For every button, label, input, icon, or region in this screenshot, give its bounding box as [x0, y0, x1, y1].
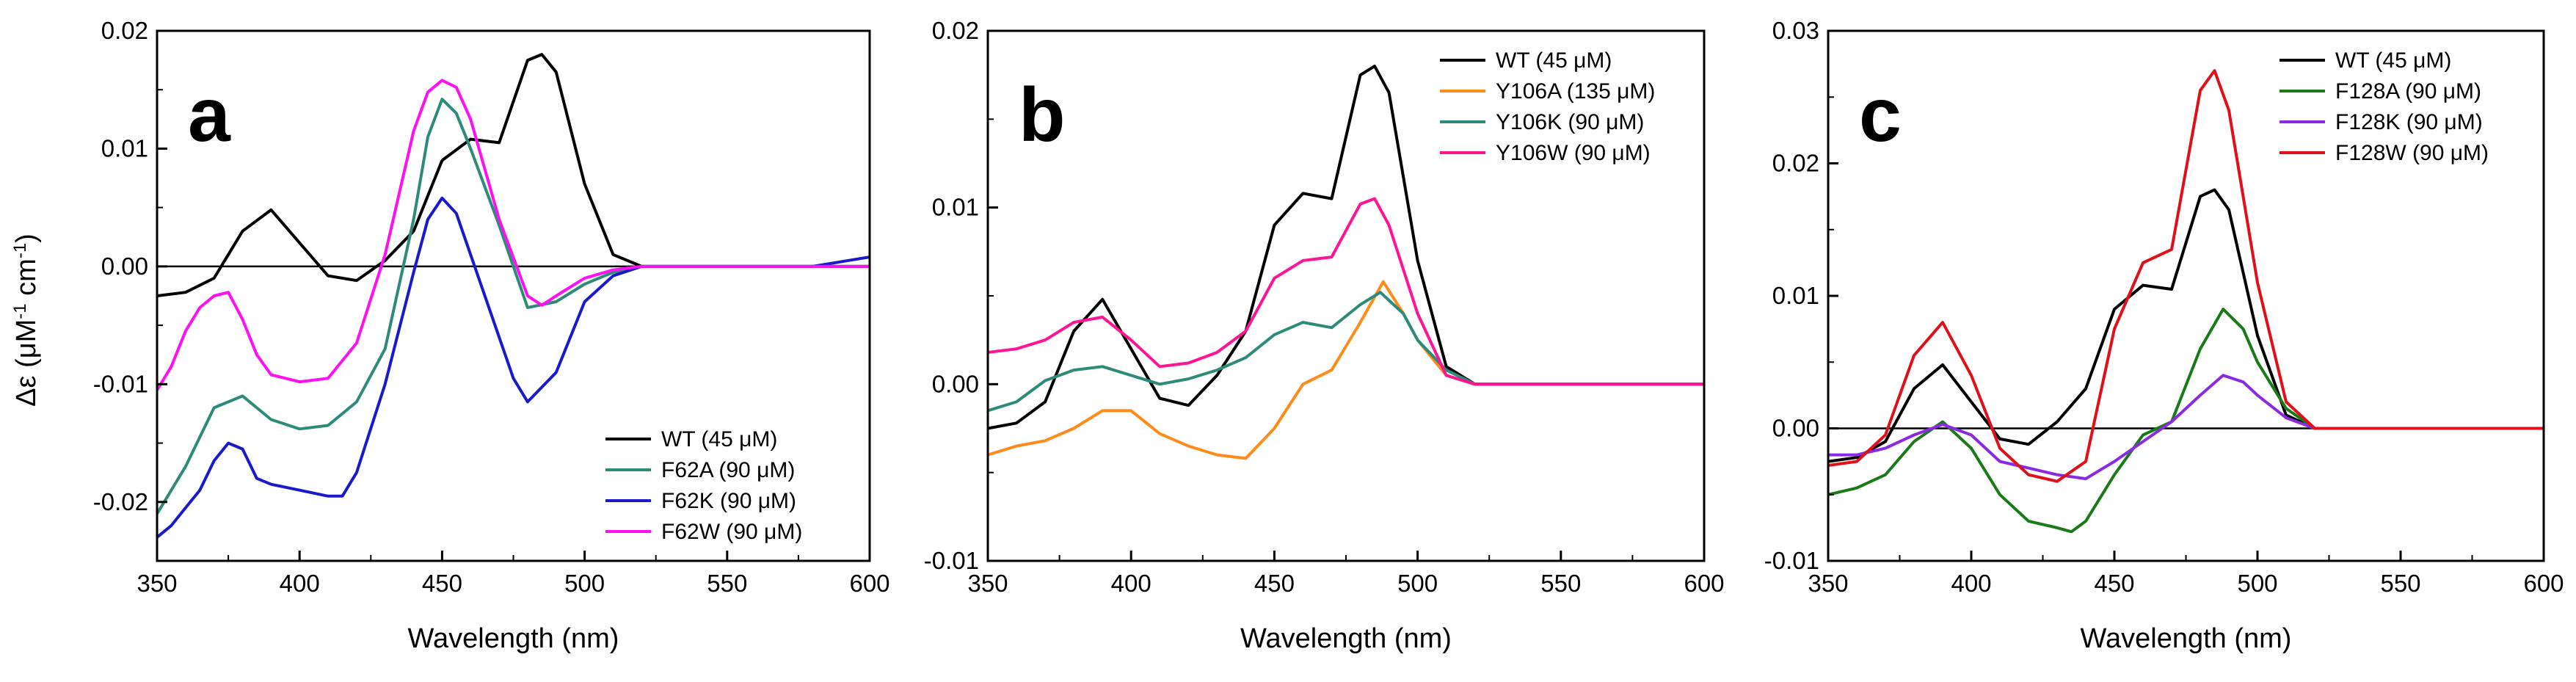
series-line-f128w: [1828, 69, 2544, 483]
panel-letter: b: [1019, 73, 1066, 158]
x-tick-label: 350: [137, 570, 177, 597]
y-tick-label: 0.03: [1772, 17, 1819, 44]
x-axis-title: Wavelength (nm): [2081, 623, 2292, 654]
y-axis-title-main: Δε (μM: [11, 319, 42, 407]
x-tick-label: 600: [2523, 570, 2564, 597]
legend-label: WT (45 μM): [2335, 48, 2451, 73]
x-tick-label: 450: [2094, 570, 2134, 597]
y-tick-label: 0.01: [1772, 282, 1819, 309]
legend-label: WT (45 μM): [661, 427, 777, 451]
y-tick-label: 0.02: [932, 17, 979, 44]
legend-label: WT (45 μM): [1496, 48, 1612, 73]
panel-letter: a: [188, 73, 231, 158]
y-tick-label: 0.00: [101, 253, 148, 280]
x-tick-label: 350: [1808, 570, 1848, 597]
chart-panel-a: 350 400 450 500 550 600 -0.02 -0.01 0.00 0.01 0.02…: [93, 17, 890, 654]
legend-label: F62A (90 μM): [661, 458, 795, 482]
x-tick-label: 450: [422, 570, 462, 597]
y-tick-label: -0.01: [1764, 547, 1819, 574]
y-axis-title-end: ): [11, 233, 42, 243]
y-axis-title-mid: cm: [11, 258, 42, 303]
x-tick-label: 600: [849, 570, 889, 597]
y-axis-title-sup2: -1: [10, 243, 30, 258]
x-tick-label: 550: [2380, 570, 2420, 597]
x-tick-label: 500: [564, 570, 605, 597]
y-axis-title: Δε (μM-1 cm-1): [10, 233, 43, 407]
legend-label: F128W (90 μM): [2335, 141, 2489, 165]
x-axis-title: Wavelength (nm): [408, 623, 619, 654]
x-tick-label: 500: [1397, 570, 1438, 597]
panel-letter: c: [1859, 73, 1902, 158]
legend-label: Y106W (90 μM): [1496, 141, 1651, 165]
x-tick-label: 400: [1111, 570, 1151, 597]
series-line-f62w: [157, 79, 870, 391]
legend-label: Y106K (90 μM): [1496, 110, 1644, 134]
y-tick-label: 0.00: [932, 370, 979, 397]
legend-label: F62W (90 μM): [661, 520, 802, 544]
x-tick-label: 350: [967, 570, 1008, 597]
x-tick-label: 550: [1540, 570, 1581, 597]
x-tick-label: 400: [1951, 570, 1991, 597]
y-axis-title-sup1: -1: [10, 303, 30, 319]
series-line-f128a: [1828, 308, 2544, 534]
legend-label: F62K (90 μM): [661, 489, 796, 513]
y-tick-label: -0.02: [93, 488, 148, 515]
series-line-f62k: [157, 196, 870, 539]
chart-panel-b: 350 400 450 500 550 600 -0.01 0.00 0.01 0.02 Wavel…: [924, 17, 1725, 654]
series-line-wt: [1828, 188, 2544, 463]
y-tick-label: 0.02: [101, 17, 148, 44]
y-tick-label: 0.01: [101, 134, 148, 162]
series-line-y106w: [988, 197, 1704, 386]
legend-label: F128K (90 μM): [2335, 110, 2483, 134]
series-line-f62a: [157, 98, 870, 515]
y-tick-label: -0.01: [93, 370, 148, 397]
x-tick-label: 600: [1684, 570, 1724, 597]
x-tick-label: 500: [2237, 570, 2277, 597]
x-tick-label: 550: [707, 570, 747, 597]
y-tick-label: 0.02: [1772, 150, 1819, 177]
chart-panel-c: 350 400 450 500 550 600 -0.01 0.00 0.01 0.02 0.03 W…: [1764, 17, 2564, 654]
y-tick-label: 0.00: [1772, 415, 1819, 442]
x-tick-label: 450: [1254, 570, 1295, 597]
x-tick-label: 400: [280, 570, 320, 597]
y-tick-label: -0.01: [924, 547, 979, 574]
y-tick-label: 0.01: [932, 194, 979, 221]
x-axis-title: Wavelength (nm): [1240, 623, 1452, 654]
series-line-y106k: [988, 291, 1704, 413]
legend-label: Y106A (135 μM): [1496, 79, 1655, 104]
legend-label: F128A (90 μM): [2335, 79, 2481, 104]
